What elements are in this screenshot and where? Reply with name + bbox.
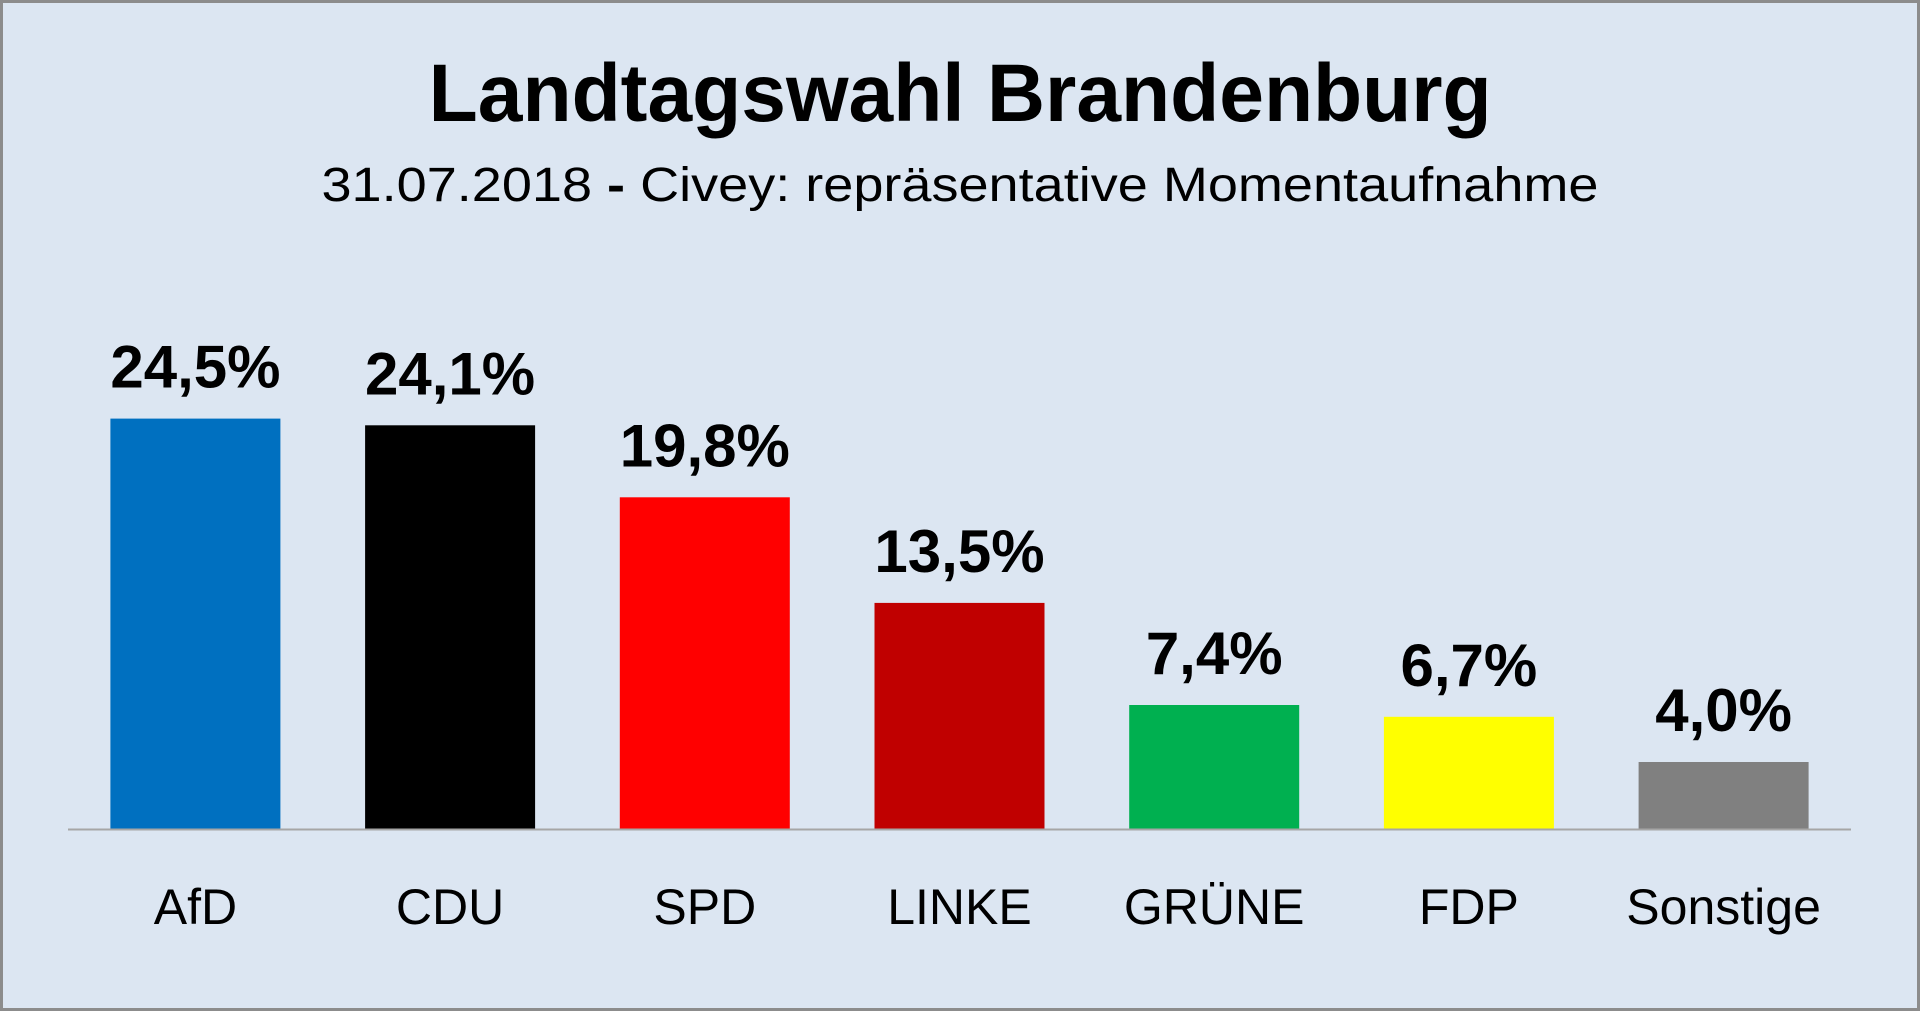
bar-fdp [1383,716,1554,829]
chart-title: Landtagswahl Brandenburg [0,44,1920,144]
value-labels-group: 24,5% 24,1% 19,8% 13,5% 7,4% 6,7% 4,0% [110,334,1792,744]
subtitle-separator: - [607,159,626,212]
bar-cdu [365,425,536,829]
category-label-cdu: CDU [396,879,504,935]
bar-sonstige [1638,762,1809,829]
chart-subtitle: 31.07.2018 - Civey: repräsentative Momen… [0,156,1920,216]
bar-grüne [1129,705,1300,829]
value-label-cdu: 24,1% [365,340,535,407]
category-label-linke: LINKE [887,879,1032,935]
value-label-afd: 24,5% [110,334,280,401]
chart-subtitle-text: 31.07.2018 - Civey: repräsentative Momen… [322,156,1599,216]
bar-linke [874,602,1045,829]
category-label-fdp: FDP [1419,879,1519,935]
subtitle-source: Civey: repräsentative Momentaufnahme [640,159,1599,212]
value-label-linke: 13,5% [874,518,1044,585]
category-label-sonstige: Sonstige [1626,879,1821,935]
subtitle-date: 31.07.2018 [321,159,593,212]
category-labels-group: AfD CDU SPD LINKE GRÜNE FDP Sonstige [154,879,1821,935]
category-label-spd: SPD [653,879,756,935]
category-label-afd: AfD [154,879,237,935]
value-label-fdp: 6,7% [1401,632,1538,699]
category-label-grüne: GRÜNE [1124,879,1305,935]
value-label-grüne: 7,4% [1146,620,1283,687]
bar-afd [110,418,281,829]
chart-title-text: Landtagswahl Brandenburg [428,48,1492,139]
value-label-spd: 19,8% [620,412,790,479]
bar-spd [619,497,790,829]
bars-group [110,418,1809,829]
value-label-sonstige: 4,0% [1655,677,1792,744]
